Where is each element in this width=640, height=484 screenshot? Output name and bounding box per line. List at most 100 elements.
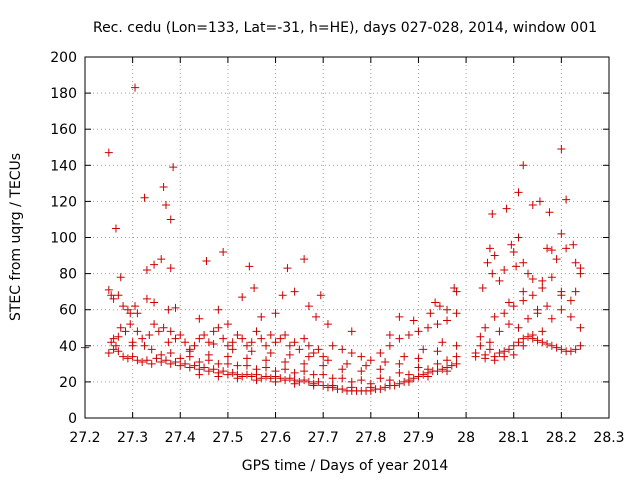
data-point <box>262 356 271 365</box>
data-point <box>538 284 547 293</box>
data-point <box>309 349 318 358</box>
data-point <box>443 367 452 376</box>
data-point <box>176 354 185 363</box>
data-point <box>509 247 518 256</box>
data-point <box>185 363 194 372</box>
data-point <box>483 258 492 267</box>
x-tick-label: 27.8 <box>355 430 386 446</box>
data-point <box>114 332 123 341</box>
data-point <box>395 368 404 377</box>
data-point <box>262 341 271 350</box>
data-point <box>142 265 151 274</box>
data-point <box>150 298 159 307</box>
data-point <box>576 341 585 350</box>
data-point <box>443 305 452 314</box>
data-point <box>376 365 385 374</box>
y-axis-label: STEC from uqrg / TECUs <box>8 153 24 321</box>
data-point <box>557 229 566 238</box>
x-tick-label: 28.3 <box>593 430 624 446</box>
data-point <box>504 345 513 354</box>
chart-title: Rec. cedu (Lon=133, Lat=-31, h=HE), days… <box>93 20 597 36</box>
data-point <box>304 377 313 386</box>
data-point <box>381 383 390 392</box>
data-point <box>557 145 566 154</box>
data-point <box>276 334 285 343</box>
data-point <box>209 339 218 348</box>
y-tick-label: 160 <box>50 122 77 138</box>
data-point <box>104 349 113 358</box>
data-point <box>557 305 566 314</box>
x-tick-label: 27.6 <box>260 430 291 446</box>
data-point <box>443 316 452 325</box>
y-tick-label: 60 <box>59 303 77 319</box>
data-point <box>147 345 156 354</box>
data-point <box>276 374 285 383</box>
data-point <box>190 341 199 350</box>
data-point <box>145 330 154 339</box>
y-tick-label: 80 <box>59 267 77 283</box>
data-point <box>266 374 275 383</box>
x-tick-label: 27.2 <box>69 430 100 446</box>
data-point <box>271 309 280 318</box>
data-point <box>519 258 528 267</box>
data-point <box>543 339 552 348</box>
x-tick-label: 27.3 <box>117 430 148 446</box>
data-point <box>250 284 259 293</box>
data-point <box>202 256 211 265</box>
data-point <box>219 247 228 256</box>
data-point <box>528 275 537 284</box>
data-point <box>142 356 151 365</box>
data-point <box>242 361 251 370</box>
data-point <box>414 372 423 381</box>
data-point <box>238 334 247 343</box>
data-point <box>478 284 487 293</box>
data-point <box>204 350 213 359</box>
data-point <box>423 323 432 332</box>
data-point <box>490 251 499 260</box>
data-point <box>238 293 247 302</box>
data-point <box>433 320 442 329</box>
data-point <box>214 305 223 314</box>
data-point <box>519 334 528 343</box>
data-point <box>409 374 418 383</box>
data-point <box>485 244 494 253</box>
data-point <box>571 345 580 354</box>
data-point <box>138 334 147 343</box>
data-point <box>283 264 292 273</box>
data-point <box>512 262 521 271</box>
data-point <box>119 352 128 361</box>
data-point <box>262 372 271 381</box>
data-point <box>557 345 566 354</box>
data-point <box>195 370 204 379</box>
y-tick-label: 120 <box>50 194 77 210</box>
data-point <box>423 372 432 381</box>
data-point <box>452 287 461 296</box>
data-point <box>319 361 328 370</box>
data-point <box>157 358 166 367</box>
data-point <box>300 367 309 376</box>
data-point <box>219 367 228 376</box>
data-point <box>433 347 442 356</box>
data-point <box>257 312 266 321</box>
data-point <box>495 276 504 285</box>
data-point <box>400 352 409 361</box>
data-point <box>485 338 494 347</box>
data-point <box>488 269 497 278</box>
data-point <box>142 294 151 303</box>
data-point <box>111 224 120 233</box>
data-point <box>109 345 118 354</box>
data-point <box>495 349 504 358</box>
data-point <box>181 338 190 347</box>
data-point <box>271 338 280 347</box>
data-point <box>357 352 366 361</box>
data-point <box>366 356 375 365</box>
data-point <box>228 368 237 377</box>
data-point <box>433 359 442 368</box>
data-point <box>304 302 313 311</box>
data-point <box>204 367 213 376</box>
data-point <box>195 314 204 323</box>
data-point <box>576 264 585 273</box>
data-point <box>404 330 413 339</box>
data-point <box>528 201 537 210</box>
data-point <box>164 338 173 347</box>
